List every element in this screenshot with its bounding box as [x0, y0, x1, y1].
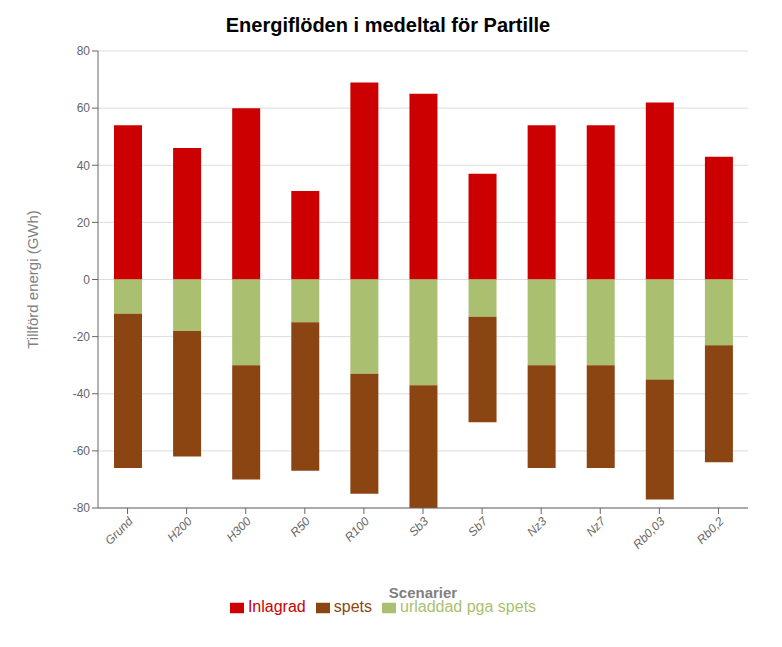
svg-text:Rb0,03: Rb0,03 [630, 514, 667, 551]
svg-text:20: 20 [77, 216, 91, 230]
svg-text:Scenarier: Scenarier [389, 584, 458, 601]
svg-text:H200: H200 [165, 514, 195, 544]
svg-text:Grund: Grund [102, 514, 136, 548]
svg-text:R50: R50 [287, 514, 313, 540]
svg-text:-20: -20 [73, 330, 91, 344]
svg-text:Nz7: Nz7 [583, 513, 609, 539]
svg-text:80: 80 [77, 44, 91, 58]
svg-text:-80: -80 [73, 501, 91, 515]
svg-text:Sb3: Sb3 [406, 514, 431, 539]
html-text:spets: spets [333, 598, 372, 615]
svg-text:-40: -40 [73, 387, 91, 401]
svg-text:-60: -60 [73, 444, 91, 458]
svg-text:0: 0 [83, 273, 90, 287]
svg-text:Nz3: Nz3 [524, 514, 549, 539]
svg-text:Sb7: Sb7 [465, 513, 491, 539]
svg-text:Tillförd energi (GWh): Tillförd energi (GWh) [24, 210, 41, 349]
html-text:Energiflöden i medeltal för Pa: Energiflöden i medeltal för Partille [225, 14, 551, 36]
svg-text:40: 40 [77, 159, 91, 173]
svg-text:Rb0,2: Rb0,2 [694, 514, 727, 547]
html-text:Inlagrad: Inlagrad [247, 598, 306, 615]
svg-text:R100: R100 [342, 514, 372, 544]
svg-text:H300: H300 [224, 514, 254, 544]
html-text:urladdad pga spets: urladdad pga spets [400, 598, 537, 615]
svg-text:60: 60 [77, 101, 91, 115]
